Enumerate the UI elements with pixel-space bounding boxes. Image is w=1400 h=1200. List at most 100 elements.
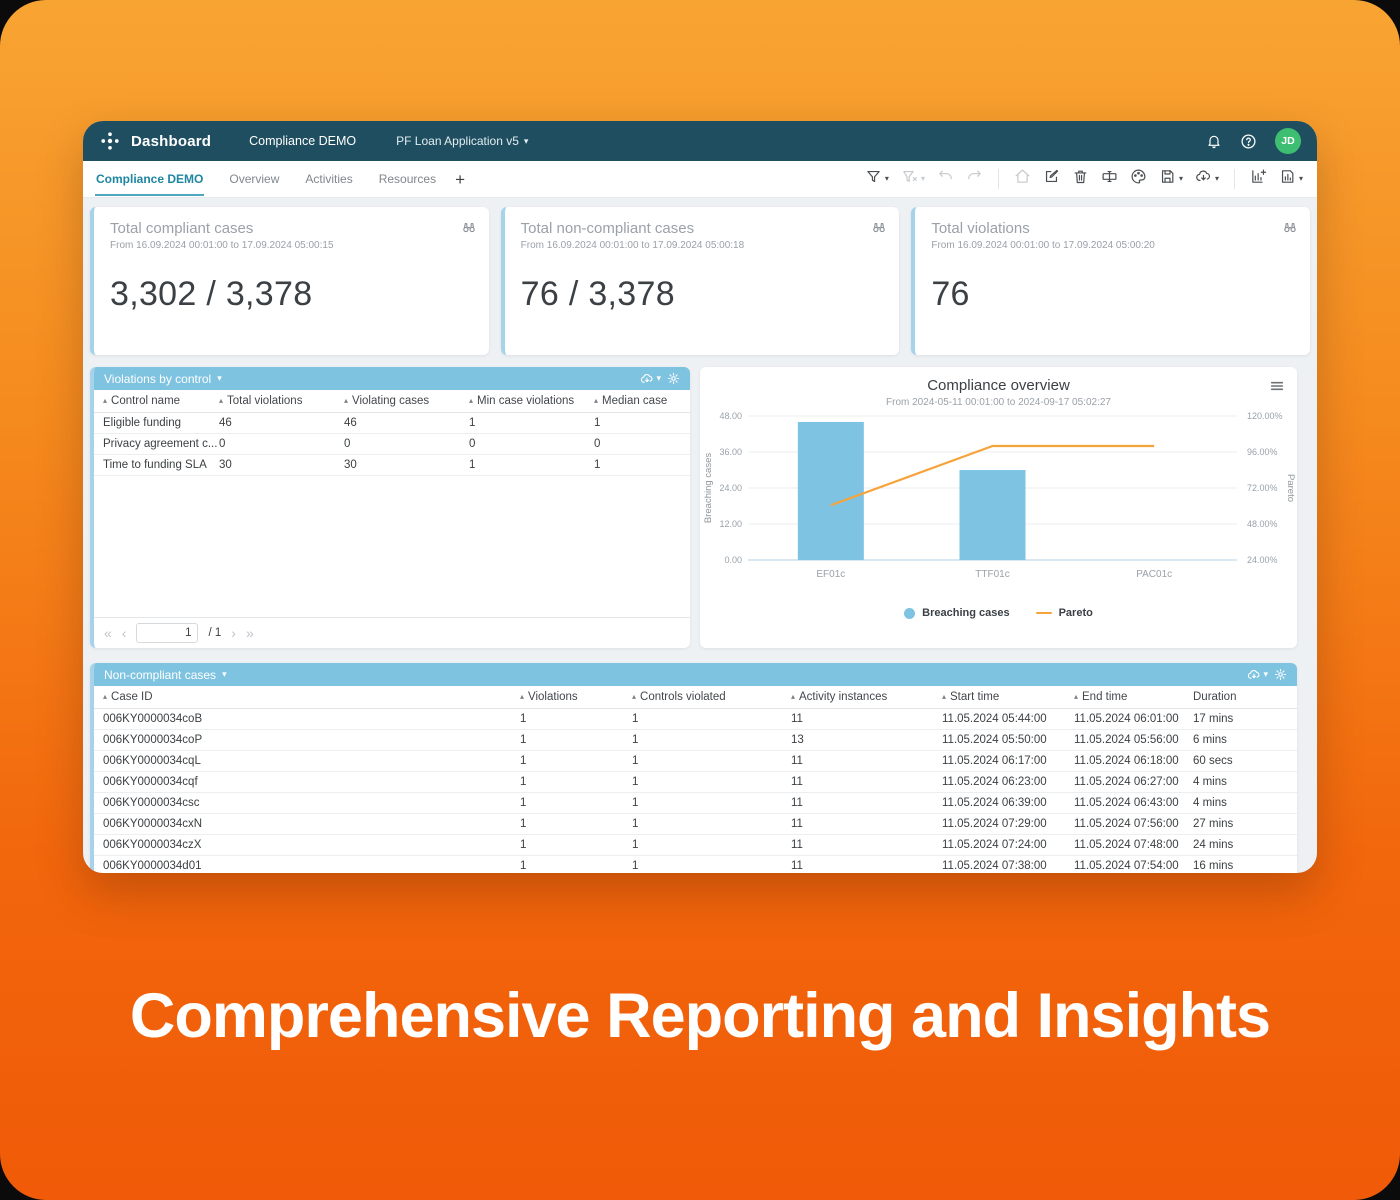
next-page-button[interactable]: › bbox=[231, 625, 236, 641]
kpi-card-total-violations: Total violations From 16.09.2024 00:01:00… bbox=[911, 207, 1311, 355]
notifications-bell-icon[interactable] bbox=[1206, 133, 1222, 149]
user-avatar[interactable]: JD bbox=[1275, 128, 1301, 154]
help-icon[interactable] bbox=[1240, 133, 1257, 150]
rename-button[interactable] bbox=[1099, 166, 1120, 192]
table-row[interactable]: 006KY0000034cqL 1 1 11 11.05.2024 06:17:00 11… bbox=[94, 750, 1297, 772]
legend-item-breaching-cases[interactable]: Breaching cases bbox=[904, 607, 1010, 619]
home-button[interactable] bbox=[1012, 166, 1033, 192]
table-row[interactable]: 006KY0000034csc 1 1 11 11.05.2024 06:39:00 11… bbox=[94, 792, 1297, 814]
filter-off-button[interactable]: ▾ bbox=[899, 166, 927, 192]
chart-plot-container: 48.00 120.00% 36.00 96.00% 24.00 72.00% 12.00 4… bbox=[700, 408, 1297, 605]
x-tick-label: PAC01c bbox=[1136, 569, 1172, 580]
table-cell: 11 bbox=[791, 855, 942, 873]
kpi-date-range: From 16.09.2024 00:01:00 to 17.09.2024 0… bbox=[110, 240, 334, 251]
bar-ttf01c[interactable] bbox=[959, 470, 1026, 560]
page-input[interactable] bbox=[136, 623, 199, 643]
column-header-control-name[interactable]: ▴ Control name bbox=[94, 390, 219, 413]
redo-icon bbox=[966, 168, 983, 190]
rename-icon bbox=[1101, 168, 1118, 190]
add-tab-button[interactable]: + bbox=[455, 169, 466, 189]
sort-caret-icon: ▴ bbox=[1074, 691, 1079, 701]
violations-table-wrap: ▴ Control name ▴ Total violations ▴ Violating… bbox=[94, 390, 690, 476]
chart-subtitle: From 2024-05-11 00:01:00 to 2024-09-17 0… bbox=[886, 397, 1111, 408]
kpi-date-range: From 16.09.2024 00:01:00 to 17.09.2024 0… bbox=[931, 240, 1155, 251]
table-cell: 006KY0000034cqf bbox=[94, 771, 520, 793]
table-row[interactable]: 006KY0000034czX 1 1 11 11.05.2024 07:24:00 11… bbox=[94, 834, 1297, 856]
redo-button[interactable] bbox=[964, 166, 985, 192]
column-header-min-case-violations[interactable]: ▴ Min case violations bbox=[469, 390, 594, 413]
binoculars-icon[interactable] bbox=[1282, 219, 1298, 240]
violations-panel-header[interactable]: Violations by control ▾ ▾ bbox=[94, 367, 690, 390]
trash-button[interactable] bbox=[1070, 166, 1091, 192]
first-page-button[interactable]: « bbox=[104, 625, 112, 641]
export-cloud-icon[interactable]: ▾ bbox=[1247, 668, 1268, 682]
chevron-down-icon: ▾ bbox=[1298, 174, 1303, 183]
table-cell: 11.05.2024 07:54:00 bbox=[1074, 855, 1193, 873]
table-cell: 30 bbox=[219, 454, 344, 476]
bar-ef01c[interactable] bbox=[797, 422, 864, 560]
tab-resources[interactable]: Resources bbox=[378, 172, 437, 186]
dashboard-content: Total compliant cases From 16.09.2024 00:… bbox=[83, 199, 1317, 873]
chart-menu-icon[interactable] bbox=[1269, 378, 1285, 399]
export-cloud-icon[interactable]: ▾ bbox=[640, 372, 661, 386]
table-cell: 1 bbox=[520, 813, 632, 835]
legend-item-pareto[interactable]: Pareto bbox=[1035, 607, 1093, 619]
column-header-total-violations[interactable]: ▴ Total violations bbox=[219, 390, 344, 413]
table-cell: 1 bbox=[632, 813, 791, 835]
last-page-button[interactable]: » bbox=[245, 625, 254, 641]
kpi-row: Total compliant cases From 16.09.2024 00:… bbox=[90, 207, 1311, 355]
add-chart-button[interactable] bbox=[1248, 166, 1269, 192]
table-row[interactable]: Time to funding SLA 30 30 1 1 bbox=[94, 454, 690, 476]
edit-button[interactable] bbox=[1041, 166, 1062, 192]
toolbar-divider bbox=[997, 169, 999, 189]
column-header-controls-violated[interactable]: ▴ Controls violated bbox=[632, 686, 791, 709]
column-header-end-time[interactable]: ▴ End time bbox=[1074, 686, 1193, 709]
app-selector-dropdown[interactable]: PF Loan Application v5 ▾ bbox=[396, 134, 528, 148]
top-navbar: Dashboard Compliance DEMO PF Loan Applic… bbox=[83, 121, 1317, 161]
table-cell: 11.05.2024 06:23:00 bbox=[942, 771, 1074, 793]
table-row[interactable]: 006KY0000034coP 1 1 13 11.05.2024 05:50:00 11… bbox=[94, 729, 1297, 751]
violations-table: ▴ Control name ▴ Total violations ▴ Violating… bbox=[94, 390, 690, 476]
column-header-duration[interactable]: Duration bbox=[1193, 686, 1297, 709]
workspace-menu-item[interactable]: Compliance DEMO bbox=[249, 134, 357, 148]
x-tick-label: EF01c bbox=[816, 569, 845, 580]
save-button[interactable]: ▾ bbox=[1157, 166, 1185, 192]
chevron-down-icon: ▾ bbox=[884, 174, 889, 183]
tab-overview[interactable]: Overview bbox=[229, 172, 280, 186]
right-axis-tick: 120.00% bbox=[1247, 411, 1283, 421]
sort-caret-icon: ▴ bbox=[219, 395, 224, 405]
tab-activities[interactable]: Activities bbox=[305, 172, 353, 186]
dashboard-window: Dashboard Compliance DEMO PF Loan Applic… bbox=[83, 121, 1317, 873]
column-header-activity-instances[interactable]: ▴ Activity instances bbox=[791, 686, 942, 709]
column-header-violations[interactable]: ▴ Violations bbox=[520, 686, 632, 709]
table-row[interactable]: Privacy agreement c... 0 0 0 0 bbox=[94, 433, 690, 455]
undo-button[interactable] bbox=[935, 166, 956, 192]
gear-icon[interactable] bbox=[667, 372, 680, 385]
save-chart-button[interactable]: ▾ bbox=[1277, 166, 1305, 192]
table-row[interactable]: 006KY0000034cqf 1 1 11 11.05.2024 06:23:00 11… bbox=[94, 771, 1297, 793]
binoculars-icon[interactable] bbox=[871, 219, 887, 240]
tabs: Compliance DEMO Overview Activities Resourc… bbox=[95, 162, 437, 196]
column-header-start-time[interactable]: ▴ Start time bbox=[942, 686, 1074, 709]
export-cloud-button[interactable]: ▾ bbox=[1193, 166, 1221, 192]
table-cell: 11 bbox=[791, 708, 942, 730]
palette-button[interactable] bbox=[1128, 166, 1149, 192]
table-cell: 4 mins bbox=[1193, 771, 1297, 793]
column-header-violating-cases[interactable]: ▴ Violating cases bbox=[344, 390, 469, 413]
cases-panel-header[interactable]: Non-compliant cases ▾ ▾ bbox=[94, 663, 1297, 686]
table-cell: 1 bbox=[632, 771, 791, 793]
brand-title: Dashboard bbox=[131, 132, 212, 150]
table-row[interactable]: 006KY0000034d01 1 1 11 11.05.2024 07:38:00 11… bbox=[94, 855, 1297, 873]
table-row[interactable]: 006KY0000034cxN 1 1 11 11.05.2024 07:29:00 11… bbox=[94, 813, 1297, 835]
table-cell: 006KY0000034csc bbox=[94, 792, 520, 814]
table-row[interactable]: Eligible funding 46 46 1 1 bbox=[94, 412, 690, 434]
cases-header-row: ▴ Case ID ▴ Violations ▴ Controls violated ▴ Ac… bbox=[94, 686, 1297, 709]
column-header-case-id[interactable]: ▴ Case ID bbox=[94, 686, 520, 709]
column-header-median-case[interactable]: ▴ Median case bbox=[594, 390, 690, 413]
table-row[interactable]: 006KY0000034coB 1 1 11 11.05.2024 05:44:00 11… bbox=[94, 708, 1297, 730]
gear-icon[interactable] bbox=[1274, 668, 1287, 681]
binoculars-icon[interactable] bbox=[461, 219, 477, 240]
filter-button[interactable]: ▾ bbox=[863, 166, 891, 192]
tab-compliance-demo[interactable]: Compliance DEMO bbox=[95, 162, 205, 196]
prev-page-button[interactable]: ‹ bbox=[121, 625, 127, 641]
